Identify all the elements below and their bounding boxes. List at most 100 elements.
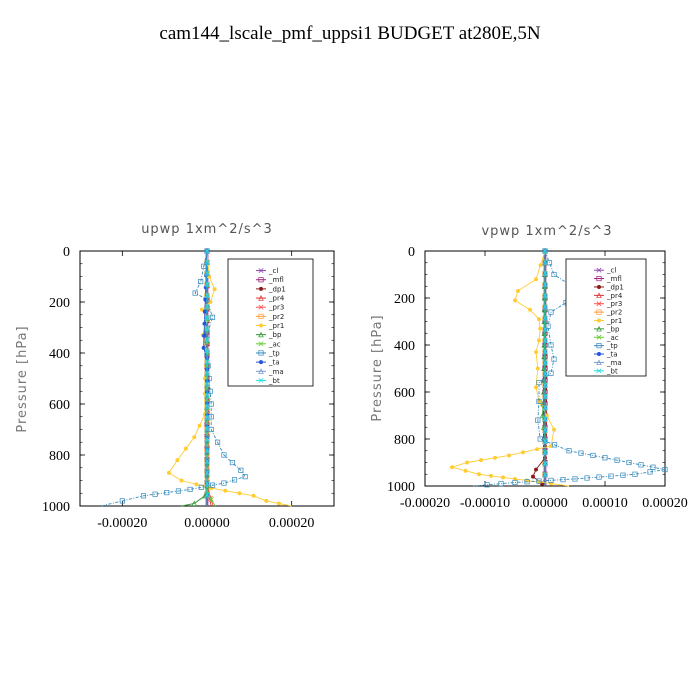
data-point <box>479 458 483 463</box>
data-point <box>251 493 256 498</box>
data-point <box>513 298 517 303</box>
data-point <box>542 248 548 254</box>
data-point <box>175 458 180 463</box>
data-point <box>650 464 656 470</box>
data-point <box>548 370 554 376</box>
data-point <box>542 472 548 478</box>
data-point <box>548 342 554 348</box>
chart-panel-upwp: upwp 1xm^2/s^3 Pressure [hPa] 0 200 400 600… <box>15 222 335 531</box>
legend-label: _pr3 <box>268 304 284 312</box>
data-point <box>521 450 525 455</box>
legend-box <box>227 258 314 387</box>
legend-box <box>565 258 647 377</box>
y-tick-label: 200 <box>394 292 415 307</box>
data-point <box>204 425 210 431</box>
data-point <box>204 359 210 365</box>
legend-label: _bt <box>268 377 280 385</box>
data-point <box>242 474 248 480</box>
legend-marker <box>258 331 264 338</box>
data-point <box>164 490 170 496</box>
legend-marker <box>258 368 264 374</box>
legend-label: _bp <box>606 325 620 333</box>
data-point <box>119 498 125 504</box>
data-point <box>204 403 210 409</box>
data-point <box>204 470 210 476</box>
data-point <box>192 290 198 296</box>
legend-label: _dp1 <box>268 285 286 293</box>
x-tick-label: 0.00020 <box>642 496 688 511</box>
x-tick-label: -0.00010 <box>460 496 510 511</box>
y-axis-label-upwp: Pressure [hPa] <box>15 325 30 432</box>
legend-label: _dp1 <box>606 283 624 291</box>
data-point <box>204 270 210 276</box>
data-point <box>152 491 158 497</box>
legend-marker <box>259 286 263 291</box>
data-point <box>535 417 541 423</box>
data-point <box>566 448 572 454</box>
legend-marker <box>596 334 602 340</box>
data-point <box>516 288 520 293</box>
data-point <box>542 293 548 299</box>
data-point <box>542 382 548 388</box>
data-point <box>536 380 542 386</box>
y-tick-label: 600 <box>394 386 415 401</box>
data-point <box>626 459 632 466</box>
legend-marker <box>596 267 602 273</box>
data-point <box>204 436 210 442</box>
data-point <box>638 462 644 468</box>
data-point <box>204 414 210 420</box>
data-point <box>534 350 538 355</box>
legend-marker <box>596 325 602 332</box>
legend-marker <box>596 343 602 349</box>
data-point <box>538 263 543 268</box>
data-point <box>545 323 551 329</box>
data-point <box>202 309 207 314</box>
data-point <box>537 338 541 343</box>
data-point <box>229 460 235 466</box>
data-point <box>204 370 210 376</box>
legend-marker <box>258 350 264 356</box>
legend-label: _tp <box>268 349 280 357</box>
data-point <box>231 477 238 483</box>
data-point <box>552 442 558 448</box>
data-point <box>542 326 548 332</box>
data-point <box>204 259 210 265</box>
data-point <box>541 318 548 325</box>
legend-label: _ta <box>606 351 618 359</box>
data-point <box>204 459 210 465</box>
x-tick-label: 0.00000 <box>522 496 568 511</box>
legend-marker <box>596 368 602 374</box>
data-point <box>450 465 454 470</box>
data-point <box>551 356 557 362</box>
data-point <box>507 453 511 458</box>
data-point <box>199 307 204 312</box>
y-tick-label: 400 <box>394 339 415 354</box>
data-point <box>204 292 210 298</box>
legend: _cl_mfl_dp1_pr4_pr3_pr2_pr1_bp_ac_tp_ta_… <box>565 258 647 377</box>
data-point <box>542 282 548 288</box>
legend-label: _ma <box>606 359 622 367</box>
data-point <box>647 469 653 475</box>
data-point <box>212 287 217 292</box>
legend-label: _tp <box>606 342 618 350</box>
legend: _cl_mfl_dp1_pr4_pr3_pr2_pr1_bp_ac_tp_ta_… <box>227 258 314 387</box>
data-point <box>539 412 546 419</box>
y-tick-label: 800 <box>394 433 415 448</box>
data-point <box>542 405 548 411</box>
legend-label: _pr1 <box>268 322 284 330</box>
y-tick-label: 0 <box>63 245 70 260</box>
y-tick-label: 1000 <box>42 500 70 515</box>
figure-title: cam144_lscale_pmf_uppsi1 BUDGET at280E,5… <box>159 23 540 44</box>
data-point <box>501 475 505 480</box>
data-point <box>608 473 614 479</box>
chart-title-upwp: upwp 1xm^2/s^3 <box>141 222 273 237</box>
data-point <box>221 452 227 458</box>
data-point <box>202 333 207 338</box>
data-point <box>197 423 202 428</box>
data-point <box>204 448 210 454</box>
data-point <box>542 416 548 422</box>
legend-label: _pr4 <box>606 292 623 300</box>
data-point <box>204 348 210 354</box>
data-point <box>463 468 468 473</box>
data-point <box>204 248 210 254</box>
